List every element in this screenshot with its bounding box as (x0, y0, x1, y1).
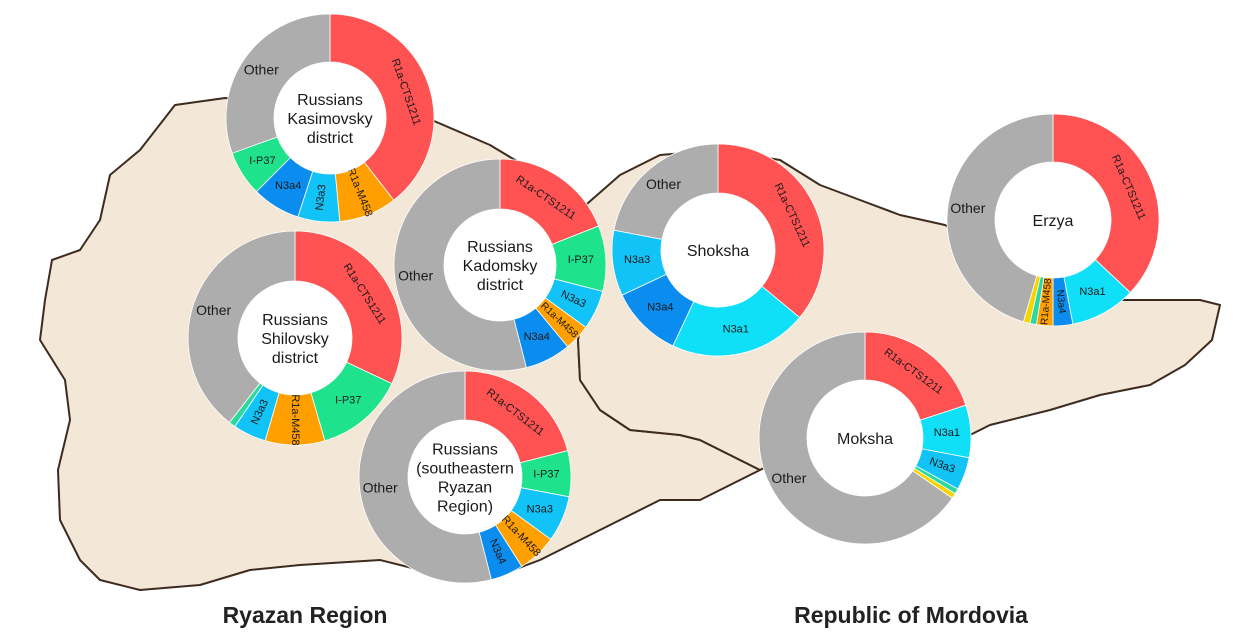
center-label-shilovsky-line-3: district (272, 350, 319, 367)
center-label-kadomsky-line-2: Kadomsky (463, 258, 538, 275)
label-erzya-n3a4: N3a4 (1054, 289, 1067, 314)
center-label-erzya-line-1: Erzya (1033, 213, 1074, 230)
label-shoksha-n3a4: N3a4 (647, 302, 673, 314)
label-kasimovsky-n3a3: N3a3 (314, 184, 329, 211)
pies-layer: R1a-CTS1211R1a-M458N3a3N3a4I-P37OtherRus… (187, 13, 1160, 584)
label-shilovsky-other: Other (196, 302, 231, 318)
pie-center-shoksha (661, 193, 775, 307)
region-label-mordovia: Republic of Mordovia (794, 602, 1028, 628)
pie-shilovsky: R1a-CTS1211I-P37R1a-M458N3a3OtherRussian… (187, 230, 403, 446)
label-kadomsky-i-p37: I-P37 (568, 254, 594, 266)
label-shilovsky-i-p37: I-P37 (335, 394, 361, 406)
pie-center-moksha (807, 380, 923, 496)
center-label-southeastern-line-2: (southeastern (416, 461, 514, 478)
pie-center-southeastern (408, 420, 522, 534)
region-label-ryazan: Ryazan Region (223, 602, 388, 628)
center-label-shoksha-line-1: Shoksha (687, 243, 749, 260)
center-label-shilovsky-line-1: Russians (262, 312, 328, 329)
label-erzya-n3a1: N3a1 (1079, 286, 1105, 298)
label-kadomsky-n3a4: N3a4 (524, 331, 550, 343)
label-erzya-r1a-m458: R1a-M458 (1039, 278, 1054, 326)
label-kasimovsky-other: Other (244, 62, 279, 78)
center-label-shilovsky-line-2: Shilovsky (261, 331, 329, 348)
pie-center-erzya (995, 162, 1111, 278)
center-label-southeastern-line-4: Region) (437, 499, 493, 516)
pie-southeastern: R1a-CTS1211I-P37N3a3R1a-M458N3a4OtherRus… (358, 370, 572, 584)
pie-kasimovsky: R1a-CTS1211R1a-M458N3a3N3a4I-P37OtherRus… (225, 13, 435, 223)
center-label-moksha-line-1: Moksha (837, 431, 893, 448)
pie-center-kadomsky (444, 209, 556, 321)
label-shoksha-other: Other (646, 176, 681, 192)
label-kasimovsky-n3a4: N3a4 (275, 180, 301, 192)
label-erzya-other: Other (950, 200, 985, 216)
center-label-southeastern-line-3: Ryazan (438, 480, 492, 497)
center-label-kasimovsky-line-3: district (307, 130, 354, 147)
pie-center-kasimovsky (274, 62, 386, 174)
label-southeastern-i-p37: I-P37 (533, 468, 559, 480)
label-shilovsky-r1a-m458: R1a-M458 (289, 394, 301, 445)
center-label-kasimovsky-line-1: Russians (297, 92, 363, 109)
pie-kadomsky: R1a-CTS1211I-P37N3a3R1a-M458N3a4OtherRus… (393, 158, 607, 372)
label-shoksha-n3a1: N3a1 (723, 323, 749, 335)
pie-center-shilovsky (238, 281, 352, 395)
center-label-kasimovsky-line-2: Kasimovsky (287, 111, 372, 128)
slice-shilovsky-other (187, 230, 296, 424)
label-shoksha-n3a3: N3a3 (624, 254, 650, 266)
label-kasimovsky-i-p37: I-P37 (249, 155, 275, 167)
label-moksha-n3a1: N3a1 (934, 427, 960, 439)
center-label-kadomsky-line-3: district (477, 277, 524, 294)
label-southeastern-n3a3: N3a3 (527, 503, 553, 515)
label-southeastern-other: Other (363, 480, 398, 496)
label-moksha-other: Other (771, 470, 806, 486)
slice-kasimovsky-r1a-cts1211 (329, 13, 435, 201)
center-label-southeastern-line-1: Russians (432, 442, 498, 459)
center-label-kadomsky-line-1: Russians (467, 239, 533, 256)
label-kadomsky-other: Other (398, 268, 433, 284)
